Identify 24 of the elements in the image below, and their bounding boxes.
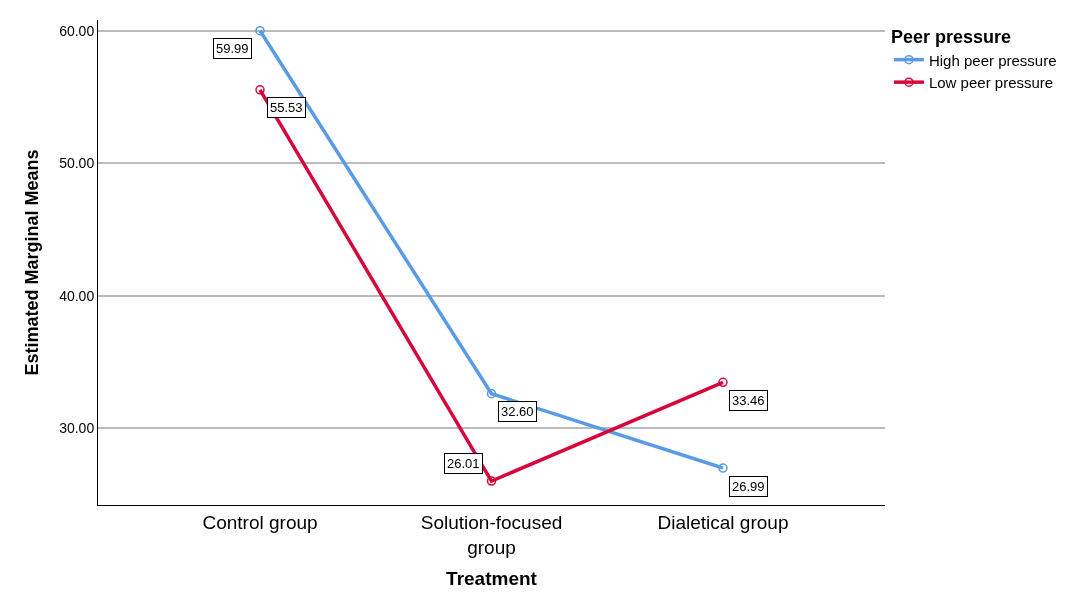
point: [718, 377, 728, 388]
data-label: 55.53: [270, 100, 303, 115]
x-tick-label: Dialetical group: [657, 511, 789, 533]
y-tick-label: 40.00: [59, 287, 95, 304]
y-tick-label: 60.00: [59, 22, 95, 39]
point: [255, 25, 265, 36]
data-label: 32.60: [501, 404, 534, 419]
legend-title: Peer pressure: [890, 27, 1012, 48]
y-axis-title: Estimated Marginal Means: [22, 149, 43, 376]
legend-label: Low peer pressure: [928, 74, 1054, 91]
data-label: 26.99: [732, 479, 765, 494]
x-axis-title: Treatment: [446, 568, 538, 590]
point: [255, 85, 265, 95]
point: [486, 476, 497, 486]
y-tick-label: 30.00: [59, 420, 95, 437]
x-tick-label: Solution-focused group: [420, 511, 563, 558]
data-label: 33.46: [732, 393, 765, 408]
y-tick-label: 50.00: [59, 155, 95, 172]
x-tick-label: Control group: [202, 511, 318, 533]
data-label: 59.99: [216, 41, 249, 56]
point: [486, 388, 497, 399]
legend-label: High peer pressure: [928, 51, 1057, 69]
point: [718, 463, 728, 473]
data-label: 26.01: [447, 456, 480, 471]
